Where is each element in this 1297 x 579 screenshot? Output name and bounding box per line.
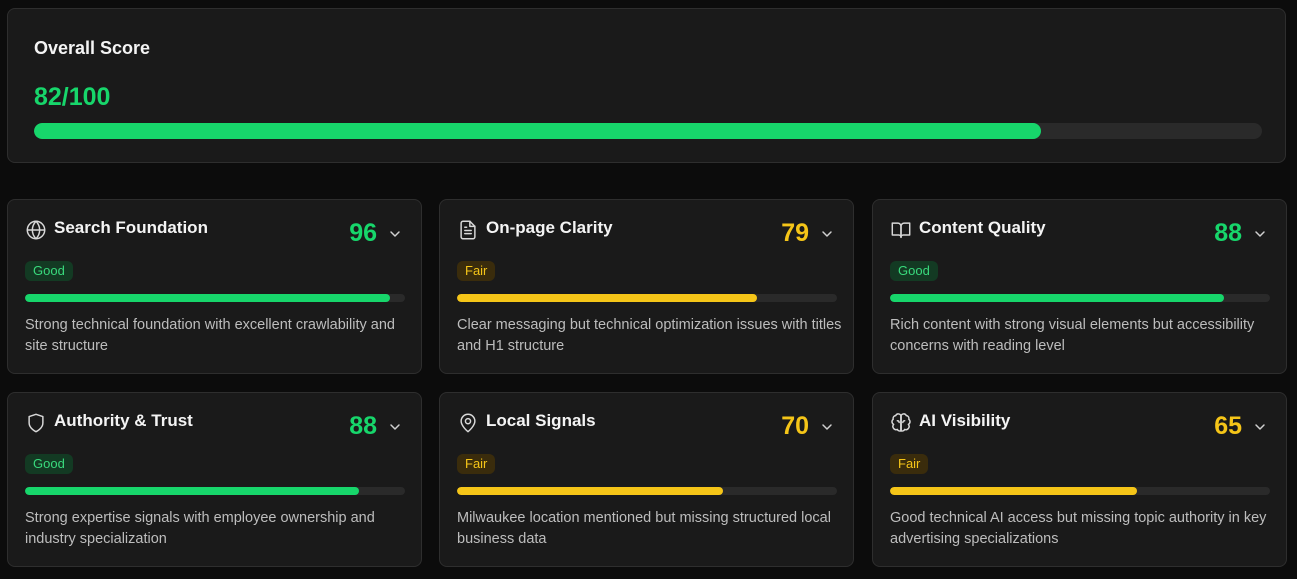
overall-score-title: Overall Score	[34, 38, 151, 58]
chevron-down-icon[interactable]	[387, 419, 403, 435]
status-badge: Good	[25, 261, 73, 281]
status-badge: Good	[25, 454, 73, 474]
document-icon	[457, 219, 479, 241]
category-card[interactable]: AI Visibility 65 Fair Good technical AI acc…	[872, 392, 1287, 567]
status-badge: Fair	[457, 261, 496, 281]
card-progress-fill	[25, 487, 360, 495]
card-title: Content Quality	[919, 218, 1046, 237]
chevron-down-icon[interactable]	[1252, 226, 1268, 242]
card-title: Local Signals	[486, 411, 596, 430]
card-progress-track	[890, 487, 1270, 495]
card-score: 88	[349, 412, 377, 440]
book-icon	[890, 219, 912, 241]
card-description: Strong technical foundation with excelle…	[25, 317, 395, 354]
card-progress-fill	[457, 294, 758, 302]
card-progress-fill	[890, 487, 1137, 495]
card-title: On-page Clarity	[486, 218, 613, 237]
card-title: Authority & Trust	[54, 411, 193, 430]
card-description: Good technical AI access but missing top…	[890, 510, 1267, 547]
globe-icon	[25, 219, 47, 241]
card-description: Clear messaging but technical optimizati…	[457, 317, 842, 354]
category-card[interactable]: Authority & Trust 88 Good Strong expertise …	[7, 392, 422, 567]
card-progress-track	[890, 294, 1270, 302]
card-progress-track	[457, 487, 837, 495]
overall-score-panel: Overall Score 82/100	[7, 8, 1286, 163]
chevron-down-icon[interactable]	[387, 226, 403, 242]
category-card[interactable]: On-page Clarity 79 Fair Clear messaging but…	[439, 199, 854, 374]
card-score: 70	[781, 412, 809, 440]
card-score: 79	[781, 219, 809, 247]
overall-score-value: 82/100	[34, 83, 111, 111]
status-badge: Fair	[457, 454, 496, 474]
overall-progress-track	[34, 123, 1262, 139]
chevron-down-icon[interactable]	[819, 226, 835, 242]
card-title: AI Visibility	[919, 411, 1011, 430]
map-pin-icon	[457, 412, 479, 434]
category-card[interactable]: Local Signals 70 Fair Milwaukee location me…	[439, 392, 854, 567]
card-score: 96	[349, 219, 377, 247]
card-score: 88	[1214, 219, 1242, 247]
status-badge: Fair	[890, 454, 929, 474]
overall-progress-fill	[34, 123, 1041, 139]
card-score: 65	[1214, 412, 1242, 440]
card-description: Rich content with strong visual elements…	[890, 317, 1255, 354]
card-description: Milwaukee location mentioned but missing…	[457, 510, 831, 547]
card-progress-track	[25, 487, 405, 495]
chevron-down-icon[interactable]	[819, 419, 835, 435]
chevron-down-icon[interactable]	[1252, 419, 1268, 435]
brain-icon	[890, 412, 912, 434]
status-badge: Good	[890, 261, 938, 281]
card-progress-track	[25, 294, 405, 302]
card-description: Strong expertise signals with employee o…	[25, 510, 375, 547]
shield-icon	[25, 412, 47, 434]
card-title: Search Foundation	[54, 218, 208, 237]
card-progress-fill	[457, 487, 723, 495]
category-card[interactable]: Content Quality 88 Good Rich content with s…	[872, 199, 1287, 374]
category-card[interactable]: Search Foundation 96 Good Strong technical …	[7, 199, 422, 374]
card-progress-fill	[25, 294, 390, 302]
card-progress-fill	[890, 294, 1225, 302]
card-progress-track	[457, 294, 837, 302]
